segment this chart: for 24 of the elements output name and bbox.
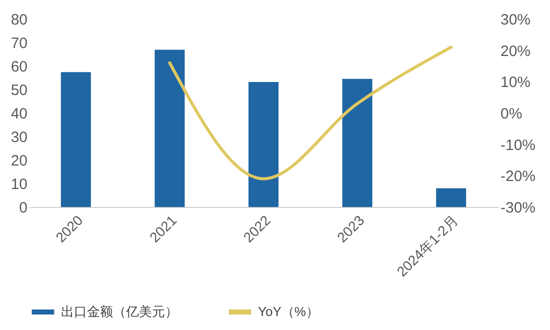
y-tick-label: 0 <box>19 200 28 216</box>
y2-tick-label: -20% <box>500 168 536 186</box>
bar <box>436 188 466 207</box>
y-tick-label: 60 <box>10 58 28 76</box>
y2-tick-label: 10% <box>500 74 531 92</box>
bar <box>248 82 279 207</box>
y-tick-label: 10 <box>10 176 28 193</box>
legend-label: YoY（%） <box>258 304 319 319</box>
y2-tick-label: -10% <box>500 136 536 154</box>
y-tick-label: 30 <box>10 129 28 146</box>
bar <box>60 72 91 207</box>
y2-tick-label: -30% <box>500 200 536 216</box>
legend-label: 出口金额（亿美元） <box>61 304 178 319</box>
y-tick-label: 80 <box>10 12 28 28</box>
y2-tick-label: 20% <box>500 42 531 60</box>
y-tick-label: 20 <box>10 152 28 170</box>
y2-tick-label: 30% <box>500 12 531 28</box>
y2-tick-label: 0% <box>500 106 522 122</box>
bar <box>154 50 185 207</box>
y-tick-label: 70 <box>10 35 28 52</box>
bar <box>342 78 372 207</box>
y-tick-label: 50 <box>10 82 28 99</box>
line-series <box>168 46 453 180</box>
y-tick-label: 40 <box>10 106 28 122</box>
